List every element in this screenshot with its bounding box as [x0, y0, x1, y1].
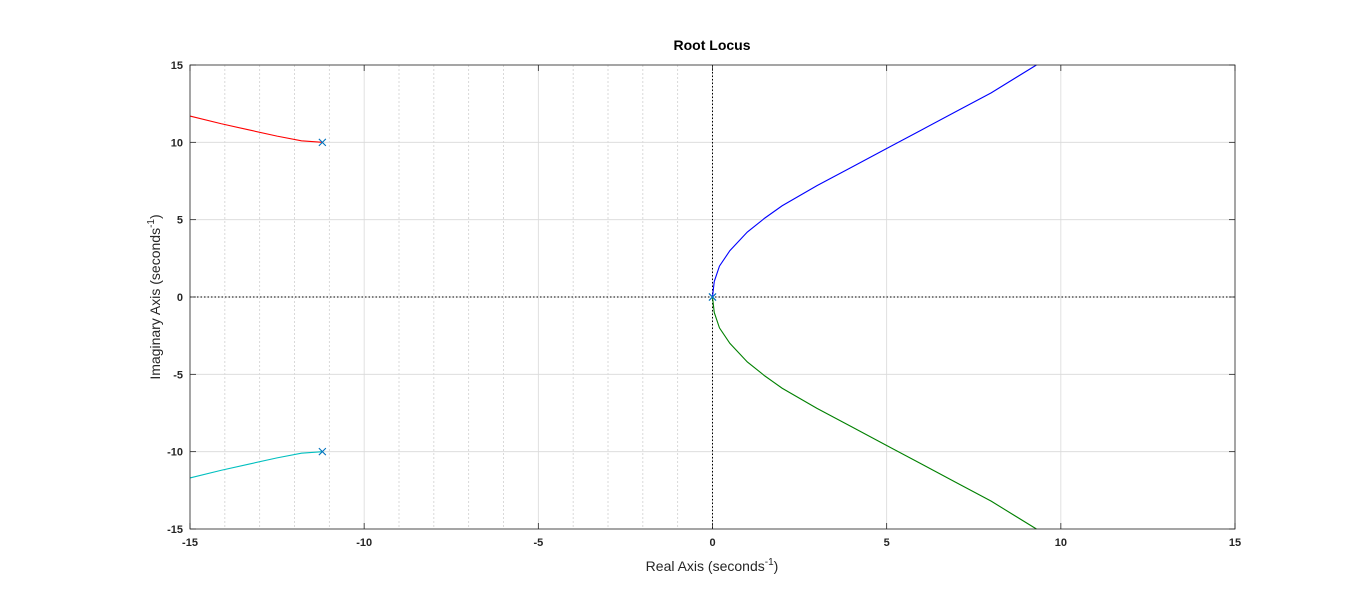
- x-tick-label: 15: [1229, 537, 1241, 549]
- locus-branch: [189, 451, 323, 479]
- x-tick-label: -5: [533, 537, 543, 549]
- x-axis-title-tail: ): [774, 558, 779, 574]
- x-tick-label: -10: [356, 537, 372, 549]
- y-tick-label: -10: [167, 447, 183, 459]
- x-tick-label: 10: [1055, 537, 1067, 549]
- x-tick-label: 5: [884, 537, 890, 549]
- y-tick-label: 10: [171, 137, 183, 149]
- y-axis-title-text: Imaginary Axis (seconds: [147, 228, 163, 380]
- pole-marker-stroke: [318, 138, 327, 147]
- x-axis-title-sup: -1: [765, 557, 774, 568]
- y-tick-label: -15: [167, 524, 183, 536]
- y-axis-title-tail: ): [147, 214, 163, 219]
- chart-title: Root Locus: [674, 37, 751, 53]
- y-tick-label: 15: [171, 60, 183, 72]
- series-layer: [189, 64, 1037, 530]
- pole-marker-stroke: [318, 447, 327, 456]
- y-tick-label: -5: [173, 369, 183, 381]
- y-axis-title-sup: -1: [146, 219, 157, 228]
- x-axis-title-text: Real Axis (seconds: [646, 558, 765, 574]
- pole-marker: [708, 293, 717, 301]
- pole-layer: [318, 138, 717, 456]
- y-axis-title: Imaginary Axis (seconds-1): [146, 214, 163, 379]
- locus-branch: [711, 296, 1037, 530]
- x-axis-title: Real Axis (seconds-1): [646, 557, 779, 574]
- y-tick-label: 5: [177, 215, 183, 227]
- tick-layer: -15 -10 -5 0 5 10 15 -15 -10 -5 0 5 10 15: [167, 60, 1241, 549]
- locus-branch: [711, 64, 1037, 298]
- pole-marker-stroke: [708, 293, 717, 301]
- x-tick-label: -15: [182, 537, 198, 549]
- y-tick-label: 0: [177, 292, 183, 304]
- pole-marker: [318, 138, 327, 147]
- pole-marker: [318, 447, 327, 456]
- locus-branch: [189, 115, 323, 143]
- x-tick-label: 0: [709, 537, 715, 549]
